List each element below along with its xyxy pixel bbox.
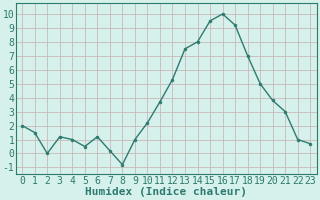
X-axis label: Humidex (Indice chaleur): Humidex (Indice chaleur) <box>85 187 247 197</box>
